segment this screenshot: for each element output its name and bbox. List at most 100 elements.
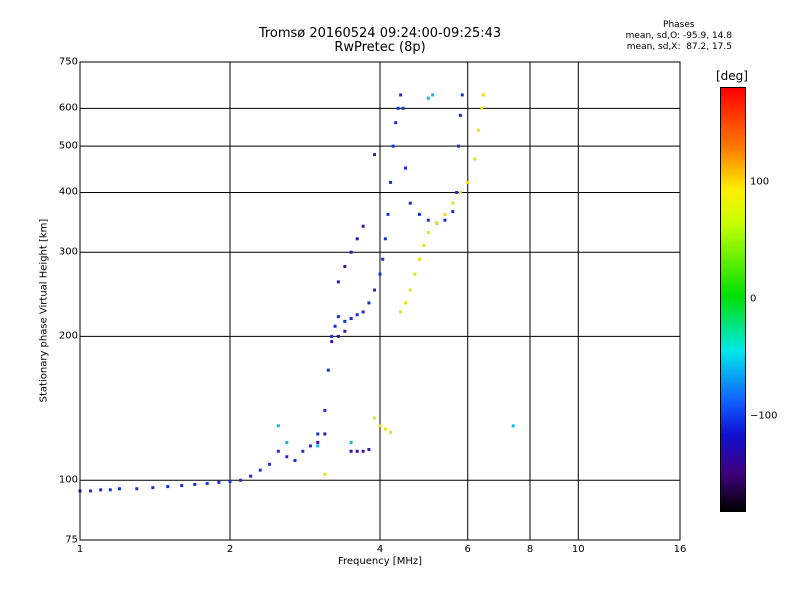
- data-point: [323, 432, 327, 436]
- colorbar-tick-label: 0: [750, 293, 757, 305]
- data-point: [228, 479, 232, 483]
- data-point: [403, 166, 407, 170]
- data-point: [417, 257, 421, 261]
- x-tick-label: 4: [376, 544, 384, 555]
- data-point: [481, 93, 485, 97]
- y-tick-label: 500: [58, 140, 78, 152]
- y-tick-label: 400: [58, 186, 78, 198]
- grid-lines: [80, 62, 680, 540]
- colorbar-tick-label: −100: [750, 410, 778, 422]
- y-tick-label: 600: [58, 102, 78, 114]
- y-tick-label: 200: [58, 330, 78, 342]
- x-tick-label: 1: [76, 544, 84, 555]
- data-point: [151, 486, 155, 490]
- data-point: [383, 237, 387, 241]
- data-point: [408, 288, 412, 292]
- data-point: [422, 243, 426, 247]
- data-point: [413, 272, 417, 276]
- data-point: [308, 444, 312, 448]
- data-point: [166, 485, 170, 489]
- data-point: [455, 190, 459, 194]
- data-point: [355, 313, 359, 317]
- data-point: [378, 272, 382, 276]
- y-tick-label: 300: [58, 246, 78, 258]
- data-point: [330, 340, 334, 344]
- x-tick-label: 2: [226, 544, 234, 555]
- x-tick-labels: 1 2 4 6 8 10 16: [0, 544, 800, 558]
- data-point: [361, 449, 365, 453]
- data-point: [408, 201, 412, 205]
- data-point: [394, 121, 398, 125]
- data-point: [381, 257, 385, 261]
- colorbar-label: [deg]: [716, 69, 748, 83]
- data-point: [349, 449, 353, 453]
- x-axis-label: Frequency [MHz]: [337, 556, 423, 567]
- data-point: [476, 128, 480, 132]
- data-point: [205, 481, 209, 485]
- chart-title: Tromsø 20160524 09:24:00-09:25:43: [258, 26, 502, 41]
- data-point: [117, 487, 121, 491]
- phase-line-x: mean, sd,X: 87.2, 17.5: [626, 42, 732, 52]
- data-point: [267, 462, 271, 466]
- data-point: [451, 210, 455, 214]
- data-point: [301, 449, 305, 453]
- data-point: [361, 310, 365, 314]
- data-point: [426, 218, 430, 222]
- data-point: [389, 180, 393, 184]
- phase-info: Phases mean, sd,O: -95.9, 14.8 mean, sd,…: [626, 20, 732, 53]
- data-point: [249, 474, 253, 478]
- data-point: [135, 487, 139, 491]
- data-point: [180, 484, 184, 488]
- x-tick-label: 10: [571, 544, 585, 555]
- data-point: [367, 447, 371, 451]
- data-point: [258, 468, 262, 472]
- plot-frame: [79, 61, 681, 541]
- data-point: [386, 212, 390, 216]
- data-point: [349, 316, 353, 320]
- data-point: [355, 237, 359, 241]
- data-point: [457, 144, 461, 148]
- data-point: [349, 440, 353, 444]
- data-point: [276, 424, 280, 428]
- data-point: [108, 488, 112, 492]
- data-point: [480, 106, 484, 110]
- data-point: [511, 424, 515, 428]
- data-point: [99, 488, 103, 492]
- data-point: [343, 265, 347, 269]
- data-point: [285, 455, 289, 459]
- data-point: [323, 472, 327, 476]
- data-point: [349, 250, 353, 254]
- phase-line-o: mean, sd,O: -95.9, 14.8: [625, 31, 732, 41]
- data-point: [458, 190, 462, 194]
- data-point: [293, 458, 297, 462]
- data-point: [373, 288, 377, 292]
- x-tick-label: 6: [464, 544, 471, 555]
- data-point: [276, 449, 280, 453]
- data-point: [217, 480, 221, 484]
- data-point: [193, 482, 197, 486]
- data-point: [399, 310, 403, 314]
- data-point: [336, 334, 340, 338]
- data-point: [326, 368, 330, 372]
- data-point: [367, 301, 371, 305]
- chart-subtitle: RwPretec (8p): [334, 40, 426, 55]
- data-point: [401, 106, 405, 110]
- data-point: [285, 440, 289, 444]
- data-point: [336, 315, 340, 319]
- y-tick-label: 75: [65, 534, 78, 546]
- colorbar: [720, 87, 746, 512]
- y-tick-label: 100: [58, 474, 78, 486]
- data-point: [396, 106, 400, 110]
- phase-heading: Phases: [663, 20, 695, 30]
- y-tick-labels: 750 600 500 400 300 200 100 75: [40, 0, 78, 600]
- data-point: [451, 201, 455, 205]
- x-tick-label: 16: [673, 544, 687, 555]
- data-point: [443, 218, 447, 222]
- data-point: [426, 230, 430, 234]
- data-point: [361, 224, 365, 228]
- data-point: [373, 153, 377, 157]
- data-point: [355, 449, 359, 453]
- data-point: [458, 113, 462, 117]
- data-point: [435, 221, 439, 225]
